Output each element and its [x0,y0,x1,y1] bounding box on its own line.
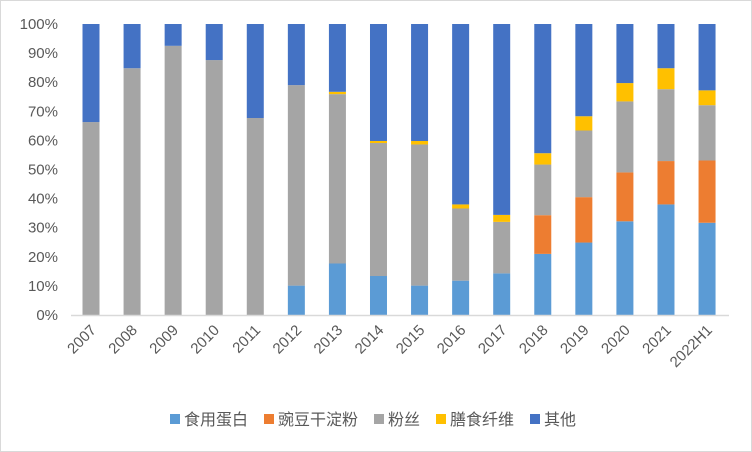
bar-segment-2013-2 [328,94,346,264]
y-tick-label: 70% [28,103,58,120]
bar-segment-2015-0 [411,285,429,315]
bar-segment-2014-2 [369,143,387,277]
bar-segment-2016-0 [452,280,470,315]
bar-segment-2018-4 [534,24,552,154]
y-tick-label: 90% [28,45,58,62]
bar-segment-2019-2 [575,130,593,198]
legend-label: 豌豆干淀粉 [278,410,358,429]
y-tick-label: 40% [28,191,58,208]
x-tick-label: 2011 [229,322,264,357]
x-tick-label: 2013 [311,322,347,358]
bar-segment-2022H1-2 [698,105,716,161]
bar-segment-2017-3 [493,214,511,222]
y-tick-label: 60% [28,132,58,149]
bar-segment-2010-2 [205,60,223,315]
legend-label: 膳食纤维 [450,410,514,429]
bar-segment-2015-2 [411,144,429,286]
x-tick-label: 2019 [557,322,593,358]
y-tick-label: 20% [28,249,58,266]
bar-segment-2011-4 [246,24,264,118]
bar-segment-2013-4 [328,24,346,92]
y-tick-label: 80% [28,74,58,91]
bar-segment-2014-4 [369,24,387,141]
x-tick-label: 2020 [598,322,634,358]
y-tick-label: 10% [28,278,58,295]
bar-segment-2015-3 [411,140,429,145]
bar-segment-2019-0 [575,242,593,315]
bar-segment-2018-3 [534,153,552,165]
bar-segment-2018-1 [534,215,552,254]
bar-segment-2007-4 [82,24,100,123]
legend-label: 粉丝 [388,410,420,429]
bar-segment-2021-2 [657,89,675,162]
legend-swatch-0 [170,414,180,424]
bar-segment-2021-3 [657,68,675,90]
bar-segment-2020-2 [616,101,634,173]
bar-segment-2014-3 [369,140,387,144]
bar-segment-2011-2 [246,117,264,315]
bar-segment-2020-1 [616,172,634,222]
bar-segment-2022H1-0 [698,222,716,315]
bar-segment-2022H1-4 [698,24,716,91]
legend-swatch-1 [264,414,274,424]
bar-segment-2021-0 [657,204,675,315]
bar-segment-2022H1-3 [698,90,716,106]
bar-segment-2016-3 [452,204,470,209]
bar-segment-2007-2 [82,122,100,315]
bar-segment-2017-2 [493,221,511,274]
x-tick-label: 2016 [434,322,470,358]
bar-segment-2021-4 [657,24,675,69]
bar-segment-2012-4 [287,24,305,86]
bar-segment-2018-0 [534,253,552,315]
bar-segment-2012-2 [287,85,305,286]
bar-segment-2013-3 [328,91,346,95]
legend-label: 其他 [544,410,576,429]
x-tick-label: 2008 [105,322,141,358]
y-tick-label: 30% [28,220,58,237]
x-tick-label: 2022H1 [667,322,716,371]
x-tick-label: 2021 [639,322,675,358]
bar-segment-2020-3 [616,83,634,102]
x-tick-label: 2018 [516,322,552,358]
y-tick-label: 100% [20,16,58,33]
y-tick-label: 50% [28,162,58,179]
bar-segment-2016-4 [452,24,470,205]
legend-swatch-2 [374,414,384,424]
x-tick-label: 2015 [393,322,429,358]
bar-segment-2009-2 [164,45,182,315]
bar-segment-2017-4 [493,24,511,215]
bar-segment-2009-4 [164,24,182,46]
bar-segment-2008-4 [123,24,141,69]
bar-segment-2022H1-1 [698,160,716,223]
bar-segment-2017-0 [493,273,511,315]
bar-segment-2015-4 [411,24,429,141]
x-tick-label: 2010 [187,322,223,358]
y-tick-label: 0% [36,307,58,324]
legend-label: 食用蛋白 [184,410,248,429]
bar-segment-2019-4 [575,24,593,117]
bar-segment-2019-1 [575,197,593,243]
x-tick-label: 2017 [475,322,511,358]
x-tick-label: 2007 [64,322,100,358]
bar-segment-2020-4 [616,24,634,84]
bar-segment-2010-4 [205,24,223,61]
bar-segment-2021-1 [657,161,675,205]
x-tick-label: 2009 [146,322,182,358]
x-tick-label: 2012 [270,322,306,358]
bar-segment-2014-0 [369,276,387,315]
bar-segment-2013-0 [328,263,346,315]
bar-segment-2020-0 [616,221,634,315]
legend-swatch-3 [436,414,446,424]
bar-segment-2019-3 [575,116,593,131]
bar-segment-2018-2 [534,164,552,216]
legend-swatch-4 [530,414,540,424]
bar-segment-2008-2 [123,68,141,316]
bar-segment-2012-0 [287,285,305,315]
x-tick-label: 2014 [352,322,388,358]
bar-segment-2016-2 [452,208,470,281]
